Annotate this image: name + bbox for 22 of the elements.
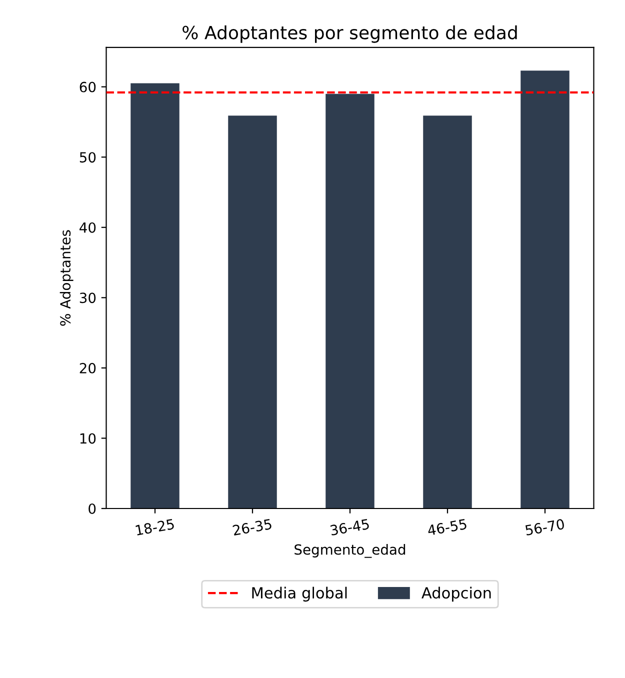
y-tick-label: 10: [80, 433, 96, 444]
y-tick-label: 50: [80, 152, 96, 163]
x-tick-label: 56-70: [525, 518, 565, 536]
bar: [326, 94, 374, 508]
y-tick-label: 60: [80, 82, 96, 92]
bar: [130, 83, 180, 508]
y-tick-label: 20: [80, 362, 96, 374]
bar: [228, 116, 277, 508]
x-tick-label: 36-45: [330, 518, 370, 536]
legend-label: Adopcion: [422, 586, 491, 602]
chart-title: % Adoptantes por segmento de edad: [182, 25, 517, 43]
x-tick-label: 18-25: [136, 518, 174, 536]
legend-label: Media global: [252, 586, 347, 602]
y-tick-label: 0: [88, 503, 96, 514]
bar: [520, 70, 570, 508]
x-tick-label: 26-35: [232, 518, 272, 536]
x-tick-label: 46-55: [427, 518, 467, 536]
y-tick-label: 30: [80, 292, 96, 304]
x-axis-title: Segmento_edad: [294, 544, 406, 558]
bar: [423, 116, 472, 508]
y-axis-title: % Adoptantes: [60, 230, 74, 326]
y-tick-label: 40: [80, 222, 96, 233]
